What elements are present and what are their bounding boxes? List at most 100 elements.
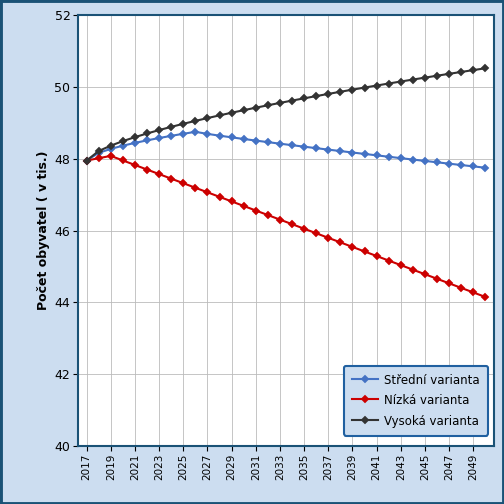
Vysoká varianta xyxy=(108,143,114,149)
Střední varianta xyxy=(422,158,428,164)
Střední varianta xyxy=(180,131,186,137)
Vysoká varianta xyxy=(84,158,90,164)
Vysoká varianta xyxy=(193,118,199,124)
Vysoká varianta xyxy=(313,93,319,99)
Střední varianta xyxy=(108,146,114,152)
Střední varianta xyxy=(253,138,259,144)
Line: Vysoká varianta: Vysoká varianta xyxy=(84,65,488,164)
Střední varianta xyxy=(434,159,440,165)
Vysoká varianta xyxy=(349,87,355,93)
Vysoká varianta xyxy=(144,131,150,137)
Nízká varianta xyxy=(84,158,90,164)
Nízká varianta xyxy=(289,221,295,227)
Nízká varianta xyxy=(386,258,392,264)
Vysoká varianta xyxy=(217,112,223,118)
Střední varianta xyxy=(217,133,223,139)
Nízká varianta xyxy=(325,235,331,241)
Nízká varianta xyxy=(265,212,271,218)
Vysoká varianta xyxy=(168,124,174,130)
Nízká varianta xyxy=(361,248,367,255)
Vysoká varianta xyxy=(120,138,126,144)
Nízká varianta xyxy=(144,166,150,172)
Nízká varianta xyxy=(398,262,404,268)
Nízká varianta xyxy=(156,171,162,177)
Nízká varianta xyxy=(313,230,319,236)
Nízká varianta xyxy=(458,285,464,291)
Vysoká varianta xyxy=(241,107,247,113)
Nízká varianta xyxy=(193,185,199,191)
Vysoká varianta xyxy=(398,79,404,85)
Nízká varianta xyxy=(410,267,416,273)
Střední varianta xyxy=(120,143,126,149)
Střední varianta xyxy=(361,151,367,157)
Střední varianta xyxy=(193,129,199,135)
Střední varianta xyxy=(373,152,380,158)
Nízká varianta xyxy=(470,289,476,295)
Nízká varianta xyxy=(337,239,343,245)
Line: Střední varianta: Střední varianta xyxy=(84,129,488,171)
Nízká varianta xyxy=(217,194,223,200)
Vysoká varianta xyxy=(156,127,162,133)
Střední varianta xyxy=(84,158,90,164)
Střední varianta xyxy=(349,150,355,156)
Střední varianta xyxy=(313,145,319,151)
Vysoká varianta xyxy=(229,110,235,116)
Nízká varianta xyxy=(253,208,259,214)
Nízká varianta xyxy=(168,175,174,181)
Nízká varianta xyxy=(373,253,380,259)
Vysoká varianta xyxy=(301,95,307,101)
Vysoká varianta xyxy=(361,85,367,91)
Střední varianta xyxy=(386,154,392,160)
Střední varianta xyxy=(132,140,138,146)
Vysoká varianta xyxy=(386,81,392,87)
Střední varianta xyxy=(241,136,247,142)
Vysoká varianta xyxy=(410,77,416,83)
Y-axis label: Počet obyvatel ( v tis.): Počet obyvatel ( v tis.) xyxy=(37,151,50,310)
Vysoká varianta xyxy=(337,89,343,95)
Střední varianta xyxy=(458,162,464,168)
Vysoká varianta xyxy=(373,83,380,89)
Vysoká varianta xyxy=(446,71,452,77)
Nízká varianta xyxy=(482,294,488,300)
Nízká varianta xyxy=(180,180,186,186)
Nízká varianta xyxy=(205,190,211,196)
Vysoká varianta xyxy=(470,67,476,73)
Nízká varianta xyxy=(301,226,307,232)
Vysoká varianta xyxy=(253,105,259,111)
Střední varianta xyxy=(96,150,102,156)
Střední varianta xyxy=(229,135,235,141)
Vysoká varianta xyxy=(265,102,271,108)
Legend: Střední varianta, Nízká varianta, Vysoká varianta: Střední varianta, Nízká varianta, Vysoká… xyxy=(344,366,488,436)
Nízká varianta xyxy=(446,280,452,286)
Vysoká varianta xyxy=(277,100,283,106)
Vysoká varianta xyxy=(422,75,428,81)
Vysoká varianta xyxy=(132,134,138,140)
Střední varianta xyxy=(289,142,295,148)
Nízká varianta xyxy=(132,162,138,168)
Vysoká varianta xyxy=(434,73,440,79)
Vysoká varianta xyxy=(482,65,488,71)
Nízká varianta xyxy=(120,157,126,163)
Nízká varianta xyxy=(241,203,247,209)
Střední varianta xyxy=(337,148,343,154)
Nízká varianta xyxy=(229,199,235,205)
Nízká varianta xyxy=(349,244,355,250)
Střední varianta xyxy=(410,157,416,163)
Vysoká varianta xyxy=(289,98,295,104)
Střední varianta xyxy=(168,133,174,139)
Střední varianta xyxy=(482,165,488,171)
Střední varianta xyxy=(470,163,476,169)
Nízká varianta xyxy=(96,155,102,161)
Vysoká varianta xyxy=(205,115,211,121)
Střední varianta xyxy=(205,131,211,137)
Střední varianta xyxy=(301,144,307,150)
Vysoká varianta xyxy=(325,91,331,97)
Nízká varianta xyxy=(422,271,428,277)
Střední varianta xyxy=(156,135,162,141)
Střední varianta xyxy=(144,138,150,144)
Střední varianta xyxy=(446,161,452,167)
Střední varianta xyxy=(265,139,271,145)
Vysoká varianta xyxy=(180,121,186,127)
Střední varianta xyxy=(398,155,404,161)
Line: Nízká varianta: Nízká varianta xyxy=(84,153,488,300)
